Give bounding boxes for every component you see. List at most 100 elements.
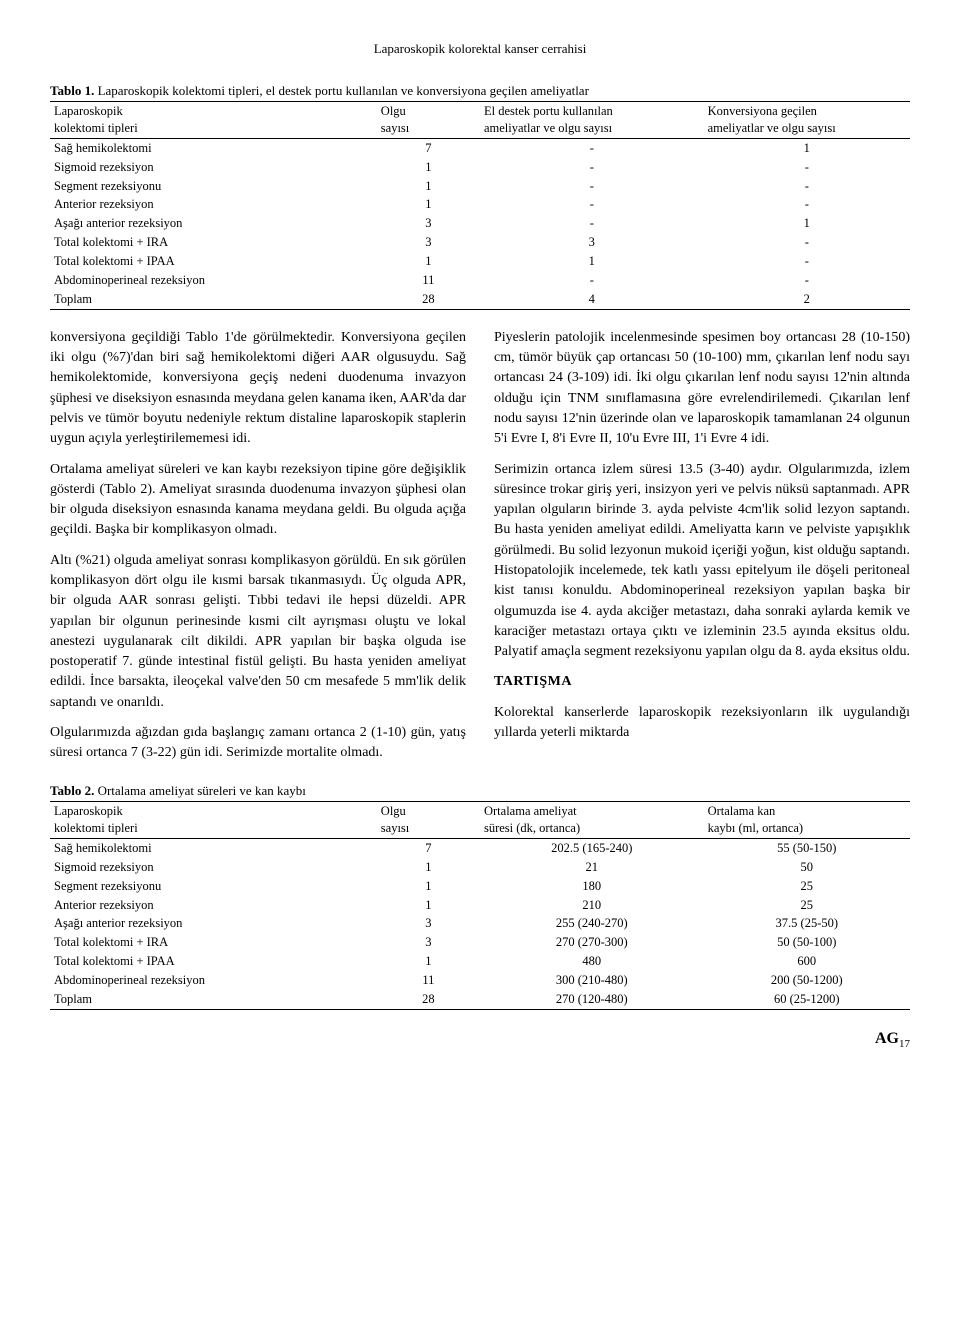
table-cell: - bbox=[480, 195, 704, 214]
table-cell: - bbox=[704, 158, 910, 177]
table-cell: 480 bbox=[480, 952, 704, 971]
table-cell: - bbox=[480, 138, 704, 157]
table1: Laparoskopikkolektomi tipleri Olgusayısı… bbox=[50, 101, 910, 310]
table-cell: Toplam bbox=[50, 990, 377, 1009]
table-cell: Sigmoid rezeksiyon bbox=[50, 858, 377, 877]
table-cell: 270 (120-480) bbox=[480, 990, 704, 1009]
table-cell: Total kolektomi + IPAA bbox=[50, 252, 377, 271]
t2-h4: Ortalama kankaybı (ml, ortanca) bbox=[704, 802, 910, 839]
table-cell: - bbox=[704, 233, 910, 252]
table-row: Sigmoid rezeksiyon1-- bbox=[50, 158, 910, 177]
table-cell: 210 bbox=[480, 896, 704, 915]
table-cell: Sigmoid rezeksiyon bbox=[50, 158, 377, 177]
table-cell: 50 bbox=[704, 858, 910, 877]
table-cell: Segment rezeksiyonu bbox=[50, 177, 377, 196]
table-cell: - bbox=[704, 252, 910, 271]
table1-caption: Tablo 1. Laparoskopik kolektomi tipleri,… bbox=[50, 82, 910, 100]
table2-block: Tablo 2. Ortalama ameliyat süreleri ve k… bbox=[50, 782, 910, 1010]
table-cell: Toplam bbox=[50, 290, 377, 309]
table-cell: 1 bbox=[377, 952, 480, 971]
table-cell: - bbox=[480, 271, 704, 290]
table-cell: 270 (270-300) bbox=[480, 933, 704, 952]
table-cell: 1 bbox=[377, 252, 480, 271]
table1-caption-label: Tablo 1. bbox=[50, 83, 94, 98]
para-6: Serimizin ortanca izlem süresi 13.5 (3-4… bbox=[494, 460, 910, 663]
table-cell: Anterior rezeksiyon bbox=[50, 195, 377, 214]
section-head-tartisma: TARTIŞMA bbox=[494, 672, 910, 692]
table-cell: 3 bbox=[377, 233, 480, 252]
table-cell: Sağ hemikolektomi bbox=[50, 138, 377, 157]
table-cell: Segment rezeksiyonu bbox=[50, 877, 377, 896]
table-cell: 60 (25-1200) bbox=[704, 990, 910, 1009]
table-cell: 28 bbox=[377, 990, 480, 1009]
table-cell: Total kolektomi + IRA bbox=[50, 933, 377, 952]
table-cell: - bbox=[704, 195, 910, 214]
table1-caption-text: Laparoskopik kolektomi tipleri, el deste… bbox=[98, 83, 589, 98]
table-cell: 2 bbox=[704, 290, 910, 309]
table-cell: 1 bbox=[480, 252, 704, 271]
table-cell: 1 bbox=[377, 896, 480, 915]
para-7: Kolorektal kanserlerde laparoskopik reze… bbox=[494, 703, 910, 744]
table-cell: 28 bbox=[377, 290, 480, 309]
table-cell: 1 bbox=[704, 214, 910, 233]
table-cell: Anterior rezeksiyon bbox=[50, 896, 377, 915]
table-cell: 11 bbox=[377, 271, 480, 290]
table-cell: 37.5 (25-50) bbox=[704, 914, 910, 933]
table-row: Total kolektomi + IRA33- bbox=[50, 233, 910, 252]
table-cell: 200 (50-1200) bbox=[704, 971, 910, 990]
table-row: Toplam28270 (120-480)60 (25-1200) bbox=[50, 990, 910, 1009]
table2-caption-text: Ortalama ameliyat süreleri ve kan kaybı bbox=[98, 783, 306, 798]
table2: Laparoskopikkolektomi tipleri Olgusayısı… bbox=[50, 801, 910, 1010]
table-row: Aşağı anterior rezeksiyon3255 (240-270)3… bbox=[50, 914, 910, 933]
page-footer: AG17 bbox=[50, 1028, 910, 1052]
footer-page: 17 bbox=[899, 1038, 910, 1050]
t2-h3: Ortalama ameliyatsüresi (dk, ortanca) bbox=[480, 802, 704, 839]
table-row: Total kolektomi + IPAA11- bbox=[50, 252, 910, 271]
table-row: Sigmoid rezeksiyon12150 bbox=[50, 858, 910, 877]
para-5: Piyeslerin patolojik incelenmesinde spes… bbox=[494, 328, 910, 450]
t1-h2: Olgusayısı bbox=[377, 102, 480, 139]
table2-caption-label: Tablo 2. bbox=[50, 783, 94, 798]
table-row: Abdominoperineal rezeksiyon11300 (210-48… bbox=[50, 971, 910, 990]
table-cell: - bbox=[704, 177, 910, 196]
table-row: Sağ hemikolektomi7202.5 (165-240)55 (50-… bbox=[50, 838, 910, 857]
table-cell: - bbox=[480, 158, 704, 177]
table-cell: Total kolektomi + IRA bbox=[50, 233, 377, 252]
table-row: Abdominoperineal rezeksiyon11-- bbox=[50, 271, 910, 290]
table-cell: 3 bbox=[377, 933, 480, 952]
table-row: Segment rezeksiyonu118025 bbox=[50, 877, 910, 896]
body-text: konversiyona geçildiği Tablo 1'de görülm… bbox=[50, 328, 910, 764]
table-cell: Total kolektomi + IPAA bbox=[50, 952, 377, 971]
table-row: Aşağı anterior rezeksiyon3-1 bbox=[50, 214, 910, 233]
para-1: konversiyona geçildiği Tablo 1'de görülm… bbox=[50, 328, 466, 450]
para-3: Altı (%21) olguda ameliyat sonrası kompl… bbox=[50, 551, 466, 713]
table-cell: 202.5 (165-240) bbox=[480, 838, 704, 857]
table-cell: 1 bbox=[377, 877, 480, 896]
table-row: Anterior rezeksiyon121025 bbox=[50, 896, 910, 915]
table-cell: 50 (50-100) bbox=[704, 933, 910, 952]
t1-h3: El destek portu kullanılanameliyatlar ve… bbox=[480, 102, 704, 139]
t2-h2: Olgusayısı bbox=[377, 802, 480, 839]
table-row: Toplam2842 bbox=[50, 290, 910, 309]
table-row: Segment rezeksiyonu1-- bbox=[50, 177, 910, 196]
table-cell: - bbox=[480, 177, 704, 196]
table-row: Total kolektomi + IRA3270 (270-300)50 (5… bbox=[50, 933, 910, 952]
table-cell: - bbox=[480, 214, 704, 233]
table-cell: 7 bbox=[377, 138, 480, 157]
para-2: Ortalama ameliyat süreleri ve kan kaybı … bbox=[50, 460, 466, 541]
table-row: Anterior rezeksiyon1-- bbox=[50, 195, 910, 214]
t2-body: Sağ hemikolektomi7202.5 (165-240)55 (50-… bbox=[50, 838, 910, 1009]
table-cell: Aşağı anterior rezeksiyon bbox=[50, 914, 377, 933]
table-cell: 600 bbox=[704, 952, 910, 971]
table-cell: 21 bbox=[480, 858, 704, 877]
table-cell: Aşağı anterior rezeksiyon bbox=[50, 214, 377, 233]
para-4: Olgularımızda ağızdan gıda başlangıç zam… bbox=[50, 723, 466, 764]
table-cell: 1 bbox=[377, 195, 480, 214]
table-cell: 1 bbox=[704, 138, 910, 157]
table-cell: 7 bbox=[377, 838, 480, 857]
table-row: Total kolektomi + IPAA1480600 bbox=[50, 952, 910, 971]
table-cell: 3 bbox=[377, 214, 480, 233]
t1-body: Sağ hemikolektomi7-1Sigmoid rezeksiyon1-… bbox=[50, 138, 910, 309]
running-head: Laparoskopik kolorektal kanser cerrahisi bbox=[50, 40, 910, 58]
table-cell: 1 bbox=[377, 858, 480, 877]
